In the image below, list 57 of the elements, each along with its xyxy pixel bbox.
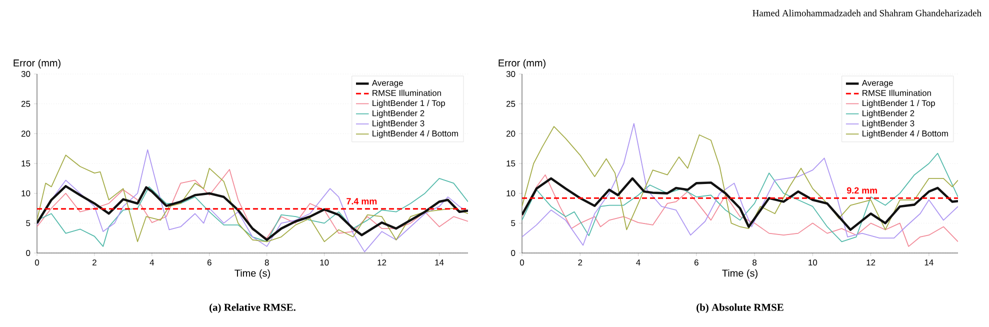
- text: Hamed Alimohammadzadeh and Shahram Ghandeharizadeh: [752, 10, 982, 16]
- y-axis-title: Error (mm): [498, 59, 546, 68]
- y-tick-label: 30: [506, 71, 516, 77]
- x-tick-label: 2: [92, 260, 96, 266]
- y-tick-label: 10: [506, 190, 516, 196]
- legend-label: LightBender 2: [862, 110, 914, 118]
- line-series: [37, 169, 468, 239]
- x-tick-label: 8: [752, 260, 757, 266]
- annotation: 9.2 mm: [846, 187, 877, 194]
- legend-label: LightBender 3: [372, 120, 424, 128]
- y-tick-label: 0: [511, 250, 516, 256]
- legend-label: LightBender 1 / Top: [372, 100, 445, 108]
- line-series: [37, 178, 468, 247]
- x-tick-label: 14: [924, 260, 934, 266]
- x-tick-label: 14: [435, 260, 444, 266]
- y-tick-label: 25: [506, 100, 516, 107]
- y-tick-label: 5: [511, 220, 516, 226]
- x-axis-title: Time (s): [722, 269, 758, 279]
- legend-label: Average: [862, 80, 893, 88]
- x-tick-label: 4: [636, 260, 640, 266]
- text: (a) Relative RMSE.: [210, 304, 296, 313]
- x-tick-label: 12: [378, 260, 386, 266]
- line-series: [522, 152, 958, 242]
- x-tick-label: 10: [808, 260, 818, 266]
- legend-label: LightBender 4 / Bottom: [372, 130, 458, 138]
- y-tick-label: 0: [26, 250, 30, 256]
- x-tick-label: 0: [34, 260, 40, 266]
- y-tick-label: 5: [26, 220, 30, 226]
- x-tick-label: 10: [320, 260, 329, 266]
- x-tick-label: 12: [866, 260, 876, 266]
- x-tick-label: 6: [207, 260, 212, 266]
- line-series: [522, 126, 958, 230]
- x-tick-label: 8: [264, 260, 269, 266]
- legend-label: RMSE Illumination: [862, 90, 931, 96]
- x-axis-title: Time (s): [234, 269, 270, 279]
- y-tick-label: 25: [21, 100, 30, 107]
- y-tick-label: 20: [506, 130, 516, 137]
- x-tick-label: 0: [520, 260, 524, 266]
- legend-label: LightBender 4 / Bottom: [862, 130, 948, 138]
- y-tick-label: 30: [21, 71, 30, 77]
- legend-label: Average: [372, 80, 403, 88]
- legend-label: RMSE Illumination: [372, 90, 441, 96]
- legend-label: LightBender 1 / Top: [862, 100, 935, 108]
- y-tick-label: 20: [21, 130, 30, 137]
- legend-label: LightBender 2: [372, 110, 424, 118]
- line-series: [522, 174, 958, 247]
- line-series: [522, 177, 958, 231]
- x-tick-label: 6: [694, 260, 698, 266]
- text: (b) Absolute RMSE: [696, 304, 784, 313]
- y-axis-title: Error (mm): [14, 59, 60, 68]
- x-tick-label: 2: [578, 260, 582, 266]
- legend-label: LightBender 3: [862, 120, 914, 128]
- y-tick-label: 15: [506, 160, 516, 166]
- annotation: 7.4 mm: [346, 198, 377, 204]
- y-tick-label: 15: [22, 160, 30, 166]
- x-tick-label: 4: [150, 260, 154, 266]
- y-tick-label: 10: [22, 190, 30, 196]
